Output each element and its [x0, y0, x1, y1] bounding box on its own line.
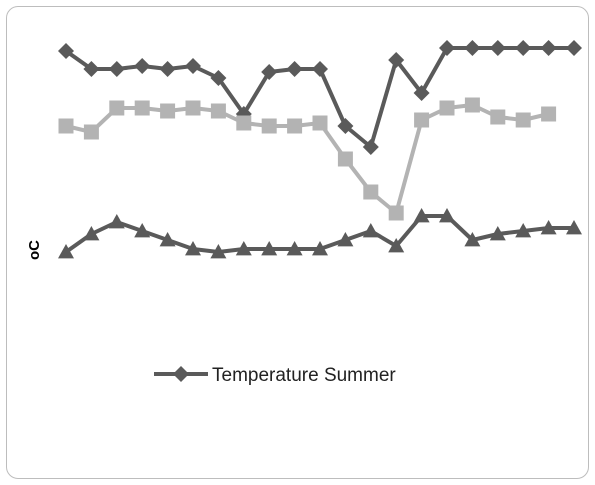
- data-point-s2-14: [413, 208, 430, 223]
- data-point-s0-11: [337, 118, 354, 134]
- data-point-s0-4: [159, 61, 176, 77]
- legend-label: Temperature Summer: [212, 365, 396, 386]
- data-point-s1-2: [109, 100, 125, 116]
- data-point-s1-0: [58, 118, 74, 134]
- data-point-s2-8: [261, 241, 278, 256]
- data-point-s1-18: [515, 112, 531, 128]
- series-layer: [58, 40, 582, 259]
- data-point-s0-18: [515, 40, 532, 56]
- legend: Temperature Summer: [154, 365, 396, 386]
- data-point-s0-17: [489, 40, 506, 56]
- data-point-s2-7: [235, 241, 252, 256]
- data-point-s0-3: [134, 58, 151, 74]
- data-point-s0-20: [566, 40, 582, 56]
- data-point-s1-17: [490, 109, 506, 125]
- data-point-s1-15: [439, 100, 455, 116]
- data-point-s1-13: [388, 205, 404, 221]
- data-point-s2-19: [540, 220, 557, 235]
- data-point-s0-12: [362, 139, 379, 155]
- data-point-s1-1: [83, 124, 99, 140]
- series-line-1: [65, 103, 550, 215]
- data-point-s1-19: [541, 106, 557, 122]
- data-point-s1-6: [210, 103, 226, 119]
- y-axis-label: oC: [26, 240, 43, 260]
- data-point-s2-3: [134, 223, 151, 238]
- data-point-s2-2: [108, 214, 125, 229]
- data-point-s2-17: [489, 226, 506, 241]
- data-point-s1-11: [337, 151, 353, 167]
- data-point-s2-18: [515, 223, 532, 238]
- data-point-s1-12: [363, 184, 379, 200]
- data-point-s1-3: [134, 100, 150, 116]
- data-point-s2-9: [286, 241, 303, 256]
- data-point-s1-9: [287, 118, 303, 134]
- data-point-s1-16: [464, 97, 480, 113]
- data-point-s2-0: [58, 244, 74, 259]
- data-point-s2-16: [464, 232, 481, 247]
- data-point-s0-2: [108, 61, 125, 77]
- data-point-s1-4: [160, 103, 176, 119]
- data-point-s2-6: [210, 244, 227, 259]
- data-point-s1-10: [312, 115, 328, 131]
- data-point-s0-19: [540, 40, 557, 56]
- data-point-s0-8: [261, 64, 278, 80]
- data-point-s0-10: [312, 61, 328, 77]
- data-point-s2-12: [362, 223, 379, 238]
- data-point-s2-15: [439, 208, 455, 223]
- legend-diamond-marker: [173, 366, 189, 382]
- data-point-s0-13: [388, 52, 405, 68]
- data-point-s0-15: [439, 40, 455, 56]
- data-point-s2-4: [159, 232, 176, 247]
- data-point-s2-13: [388, 238, 405, 253]
- data-point-s2-20: [566, 220, 582, 235]
- data-point-s2-11: [337, 232, 354, 247]
- data-point-s1-14: [414, 112, 430, 128]
- data-point-s2-10: [312, 241, 328, 256]
- data-point-s0-6: [210, 70, 227, 86]
- data-point-s2-1: [83, 226, 100, 241]
- data-point-s1-7: [236, 115, 252, 131]
- data-point-s0-16: [464, 40, 481, 56]
- data-point-s2-5: [185, 241, 201, 256]
- data-point-s0-9: [286, 61, 303, 77]
- data-point-s0-5: [185, 58, 201, 74]
- data-point-s1-8: [261, 118, 277, 134]
- data-point-s0-14: [413, 85, 430, 101]
- data-point-s0-1: [83, 61, 100, 77]
- chart-area: [6, 6, 589, 479]
- data-point-s1-5: [185, 100, 201, 116]
- data-point-s0-0: [58, 43, 74, 59]
